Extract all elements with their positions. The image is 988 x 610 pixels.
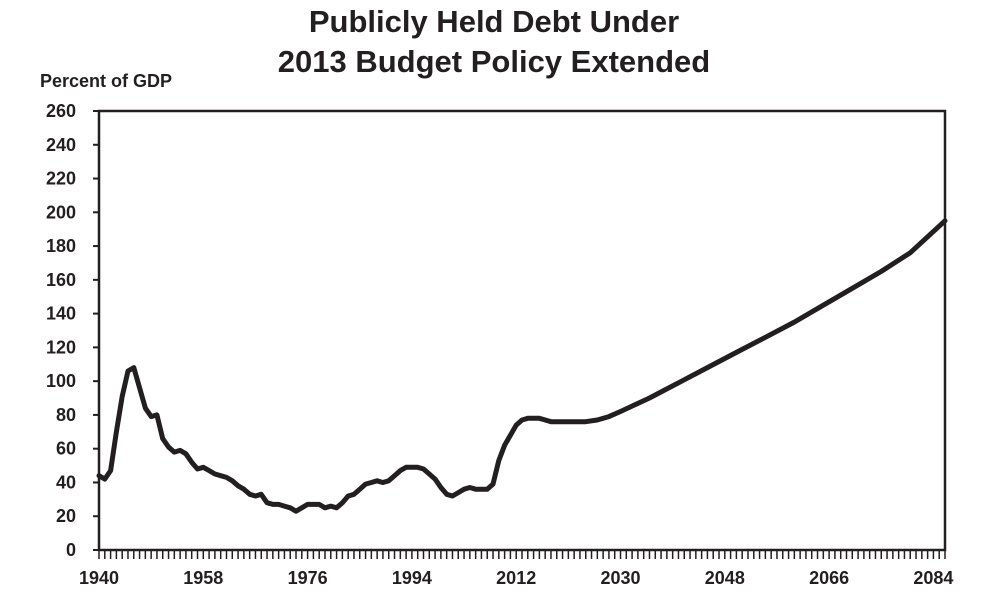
y-tick-label: 160 xyxy=(46,270,76,290)
y-tick-label: 20 xyxy=(56,506,76,526)
y-tick-label: 60 xyxy=(56,439,76,459)
plot-frame xyxy=(97,109,947,552)
y-tick-label: 200 xyxy=(46,202,76,222)
y-tick-label: 80 xyxy=(56,405,76,425)
y-tick-label: 40 xyxy=(56,472,76,492)
x-axis-ticks: 1940 1958 1976 1994 2012 2030 2048 2066 2084 xyxy=(79,568,953,588)
y-tick-label: 180 xyxy=(46,236,76,256)
x-minor-ticks xyxy=(98,550,946,559)
chart-title: Publicly Held Debt Under 2013 Budget Pol… xyxy=(0,2,988,82)
x-tick-label: 2030 xyxy=(600,568,640,588)
x-tick-label: 2012 xyxy=(496,568,536,588)
x-tick-label: 1958 xyxy=(183,568,223,588)
y-tick-label: 260 xyxy=(46,101,76,121)
y-tick-label: 220 xyxy=(46,169,76,189)
y-axis-ticks: 0 20 40 60 80 100 120 140 160 180 200 220 240 260 xyxy=(46,101,99,560)
x-tick-label: 2084 xyxy=(913,568,953,588)
y-tick-label: 120 xyxy=(46,337,76,357)
x-tick-label: 2048 xyxy=(705,568,745,588)
x-tick-label: 1976 xyxy=(288,568,328,588)
y-tick-label: 0 xyxy=(66,540,76,560)
chart-title-line-2: 2013 Budget Policy Extended xyxy=(277,44,711,79)
chart-title-line-1: Publicly Held Debt Under xyxy=(308,4,680,39)
x-tick-label: 1940 xyxy=(79,568,119,588)
y-tick-label: 140 xyxy=(46,304,76,324)
debt-series-line xyxy=(96,218,948,514)
x-tick-label: 1994 xyxy=(392,568,432,588)
y-axis-label: Percent of GDP xyxy=(40,71,173,91)
y-tick-label: 240 xyxy=(46,135,76,155)
x-tick-label: 2066 xyxy=(809,568,849,588)
y-tick-label: 100 xyxy=(46,371,76,391)
